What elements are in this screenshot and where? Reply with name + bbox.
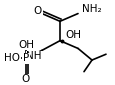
Text: O: O [22,74,30,84]
Text: P: P [23,53,29,63]
Text: OH: OH [64,30,80,40]
Text: NH₂: NH₂ [81,4,101,14]
Text: O: O [34,6,42,16]
Text: NH: NH [26,51,42,61]
Text: OH: OH [18,40,34,50]
Text: HO: HO [4,53,20,63]
